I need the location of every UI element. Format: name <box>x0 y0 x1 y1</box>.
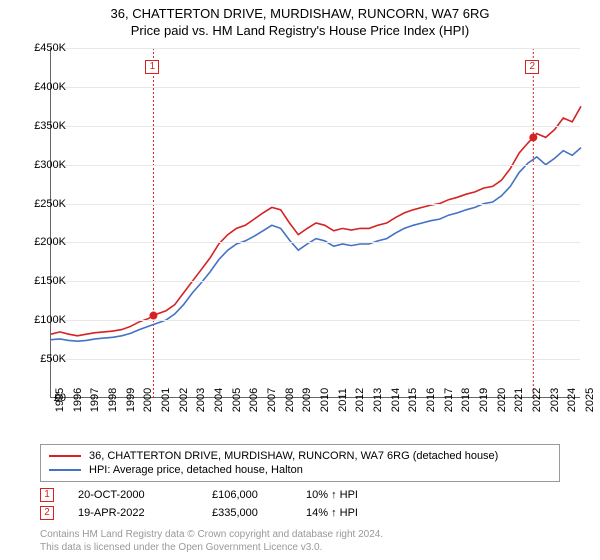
x-axis-label: 2018 <box>460 388 472 412</box>
footer-line-2: This data is licensed under the Open Gov… <box>40 541 383 554</box>
gridline-h <box>51 48 580 49</box>
footer-line-1: Contains HM Land Registry data © Crown c… <box>40 528 383 541</box>
x-axis-label: 2009 <box>301 388 313 412</box>
gridline-h <box>51 165 580 166</box>
x-axis-label: 2013 <box>372 388 384 412</box>
chart-subtitle: Price paid vs. HM Land Registry's House … <box>0 21 600 38</box>
x-axis-label: 2019 <box>478 388 490 412</box>
gridline-h <box>51 87 580 88</box>
transaction-price: £335,000 <box>212 507 282 519</box>
x-axis-label: 2006 <box>248 388 260 412</box>
x-axis-label: 2021 <box>513 388 525 412</box>
transaction-row-marker: 1 <box>40 488 54 502</box>
y-axis-label: £200K <box>22 236 66 248</box>
x-axis-label: 2012 <box>354 388 366 412</box>
transaction-row-marker: 2 <box>40 506 54 520</box>
chart-container: 36, CHATTERTON DRIVE, MURDISHAW, RUNCORN… <box>0 0 600 560</box>
chart-svg <box>51 48 581 398</box>
x-axis-label: 2007 <box>266 388 278 412</box>
gridline-h <box>51 320 580 321</box>
x-axis-label: 1999 <box>125 388 137 412</box>
x-axis-label: 2025 <box>584 388 596 412</box>
x-axis-label: 2010 <box>319 388 331 412</box>
x-axis-label: 1997 <box>89 388 101 412</box>
x-axis-label: 2000 <box>142 388 154 412</box>
transaction-row: 2 19-APR-2022 £335,000 14% ↑ HPI <box>40 504 396 522</box>
y-axis-label: £150K <box>22 275 66 287</box>
transaction-pct: 10% ↑ HPI <box>306 489 396 501</box>
transaction-marker: 1 <box>145 60 159 74</box>
legend-label-1: 36, CHATTERTON DRIVE, MURDISHAW, RUNCORN… <box>89 450 498 462</box>
x-axis-label: 2014 <box>390 388 402 412</box>
transaction-date: 20-OCT-2000 <box>78 489 188 501</box>
x-axis-label: 2016 <box>425 388 437 412</box>
x-axis-label: 2003 <box>195 388 207 412</box>
x-axis-label: 2017 <box>443 388 455 412</box>
transaction-row: 1 20-OCT-2000 £106,000 10% ↑ HPI <box>40 486 396 504</box>
x-axis-label: 2005 <box>231 388 243 412</box>
y-axis-label: £450K <box>22 42 66 54</box>
gridline-h <box>51 281 580 282</box>
transaction-date: 19-APR-2022 <box>78 507 188 519</box>
x-axis-label: 2001 <box>160 388 172 412</box>
y-axis-label: £250K <box>22 198 66 210</box>
y-axis-label: £100K <box>22 314 66 326</box>
x-axis-label: 1995 <box>54 388 66 412</box>
y-axis-label: £400K <box>22 81 66 93</box>
x-axis-label: 2008 <box>284 388 296 412</box>
x-axis-label: 2022 <box>531 388 543 412</box>
footer-attribution: Contains HM Land Registry data © Crown c… <box>40 528 383 554</box>
x-axis-label: 2002 <box>178 388 190 412</box>
gridline-h <box>51 204 580 205</box>
transaction-table: 1 20-OCT-2000 £106,000 10% ↑ HPI 2 19-APR-202… <box>40 486 396 522</box>
legend-item-1: 36, CHATTERTON DRIVE, MURDISHAW, RUNCORN… <box>49 449 551 463</box>
legend-label-2: HPI: Average price, detached house, Halt… <box>89 464 303 476</box>
x-axis-label: 2011 <box>337 388 349 412</box>
y-axis-label: £300K <box>22 159 66 171</box>
x-axis-label: 2024 <box>566 388 578 412</box>
x-axis-label: 1998 <box>107 388 119 412</box>
legend-item-2: HPI: Average price, detached house, Halt… <box>49 463 551 477</box>
legend: 36, CHATTERTON DRIVE, MURDISHAW, RUNCORN… <box>40 444 560 482</box>
x-axis-label: 1996 <box>72 388 84 412</box>
plot-area <box>50 48 580 398</box>
legend-swatch-2 <box>49 469 81 471</box>
gridline-h <box>51 126 580 127</box>
gridline-h <box>51 359 580 360</box>
x-axis-label: 2004 <box>213 388 225 412</box>
x-axis-label: 2015 <box>407 388 419 412</box>
chart-title: 36, CHATTERTON DRIVE, MURDISHAW, RUNCORN… <box>0 0 600 21</box>
transaction-pct: 14% ↑ HPI <box>306 507 396 519</box>
legend-swatch-1 <box>49 455 81 457</box>
transaction-price: £106,000 <box>212 489 282 501</box>
y-axis-label: £50K <box>22 353 66 365</box>
y-axis-label: £350K <box>22 120 66 132</box>
x-axis-label: 2023 <box>549 388 561 412</box>
transaction-marker: 2 <box>525 60 539 74</box>
gridline-h <box>51 242 580 243</box>
x-axis-label: 2020 <box>496 388 508 412</box>
